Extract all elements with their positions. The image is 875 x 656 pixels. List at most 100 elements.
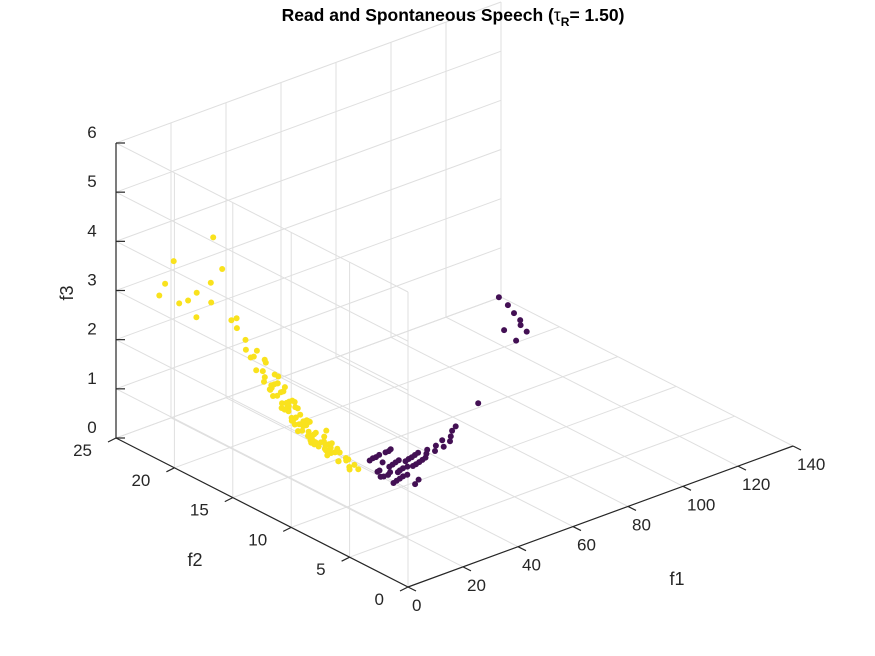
y-tick-label: 15 — [190, 501, 209, 520]
z-tick-label: 2 — [87, 320, 96, 339]
data-point-yellow — [253, 367, 260, 374]
data-point-yellow — [247, 354, 254, 361]
data-point-yellow — [309, 437, 316, 444]
grid-line-floor-y — [232, 356, 618, 499]
z-tick-label: 5 — [87, 172, 96, 191]
data-point-yellow — [253, 347, 260, 354]
data-point-purple — [504, 302, 511, 309]
grid-line-left-z — [115, 290, 409, 440]
grid-line-right-z — [115, 99, 502, 242]
data-point-yellow — [233, 325, 240, 332]
y-axis-line — [115, 437, 409, 588]
x-tick-label: 60 — [577, 536, 596, 555]
data-point-yellow — [242, 346, 249, 353]
y-tick-label: 20 — [131, 471, 150, 490]
data-point-yellow — [292, 404, 299, 411]
data-point-yellow — [162, 280, 169, 287]
grid-line-right-z — [115, 149, 502, 291]
x-tick-mark — [517, 546, 527, 552]
data-point-yellow — [345, 456, 352, 463]
y-axis-label: f2 — [187, 550, 202, 570]
data-point-yellow — [261, 374, 268, 381]
y-tick-mark — [107, 437, 117, 443]
data-point-purple — [432, 448, 438, 454]
data-point-purple — [447, 438, 453, 445]
grid-line-floor-y — [349, 415, 735, 558]
grid-line-floor-y — [174, 326, 560, 469]
x-tick-label: 40 — [522, 556, 541, 575]
data-point-yellow — [279, 400, 285, 407]
title-tau-symbol: τ — [554, 5, 561, 25]
data-point-yellow — [281, 384, 288, 391]
grid-line-right-z — [115, 198, 502, 341]
data-point-purple — [404, 471, 411, 478]
x-tick-mark — [572, 526, 582, 532]
x-tick-label: 80 — [632, 515, 651, 534]
data-point-yellow — [355, 466, 362, 473]
data-point-yellow — [312, 429, 319, 436]
chart-title: Read and Spontaneous Speech (τR= 1.50) — [282, 5, 625, 29]
data-point-yellow — [156, 292, 163, 299]
data-point-yellow — [300, 418, 307, 425]
y-tick-mark — [399, 586, 409, 592]
data-point-yellow — [295, 428, 301, 435]
z-tick-label: 4 — [87, 221, 96, 240]
x-tick-mark — [792, 445, 802, 451]
data-point-yellow — [261, 378, 267, 385]
grid-line-left-z — [115, 142, 409, 293]
z-tick-label: 6 — [87, 123, 96, 142]
y-tick-label: 10 — [248, 530, 267, 549]
x-tick-mark — [407, 586, 417, 592]
z-tick-label: 0 — [87, 418, 96, 437]
data-point-purple — [523, 328, 530, 335]
x-tick-label: 100 — [687, 495, 715, 514]
y-tick-mark — [282, 526, 292, 532]
data-point-yellow — [259, 368, 266, 375]
data-point-yellow — [275, 373, 282, 380]
data-point-purple — [376, 467, 383, 474]
data-point-yellow — [351, 461, 358, 468]
z-tick-label: 3 — [87, 271, 96, 290]
data-point-yellow — [193, 314, 200, 321]
data-point-purple — [452, 423, 459, 430]
grid-line-left-z — [115, 388, 409, 539]
data-point-yellow — [336, 449, 343, 456]
data-point-yellow — [207, 279, 214, 286]
title-text: Read and Spontaneous Speech ( — [282, 5, 554, 25]
data-point-yellow — [185, 297, 192, 304]
grid-line-right-z — [115, 50, 502, 193]
data-point-yellow — [219, 266, 226, 272]
title-value: = 1.50) — [569, 5, 624, 25]
data-point-yellow — [297, 411, 304, 418]
data-point-purple — [415, 449, 422, 456]
grid-line-left-z — [115, 191, 409, 342]
title-tau-subscript: R — [561, 15, 570, 29]
data-point-yellow — [170, 258, 177, 265]
grid-line-floor-x — [225, 397, 519, 548]
data-point-yellow — [261, 356, 268, 363]
z-tick-label: 1 — [87, 369, 96, 388]
y-tick-mark — [224, 497, 234, 503]
x-axis-line — [407, 445, 794, 588]
data-point-yellow — [274, 380, 281, 387]
data-point-yellow — [305, 428, 312, 435]
data-point-purple — [517, 317, 524, 324]
data-point-purple — [387, 469, 394, 476]
grid-line-floor-x — [500, 296, 794, 447]
grid-line-floor-x — [170, 417, 464, 568]
data-point-purple — [501, 327, 508, 334]
data-point-yellow — [228, 317, 235, 324]
data-point-purple — [415, 476, 422, 483]
y-tick-label: 5 — [316, 560, 325, 579]
data-point-yellow — [346, 464, 353, 470]
data-point-purple — [387, 446, 394, 453]
axes-layer — [107, 142, 802, 592]
data-point-yellow — [208, 299, 215, 306]
data-point-yellow — [233, 315, 240, 322]
grid-layer — [115, 1, 794, 588]
data-point-yellow — [242, 336, 249, 343]
x-axis-label: f1 — [669, 569, 684, 589]
y-tick-mark — [341, 556, 350, 562]
